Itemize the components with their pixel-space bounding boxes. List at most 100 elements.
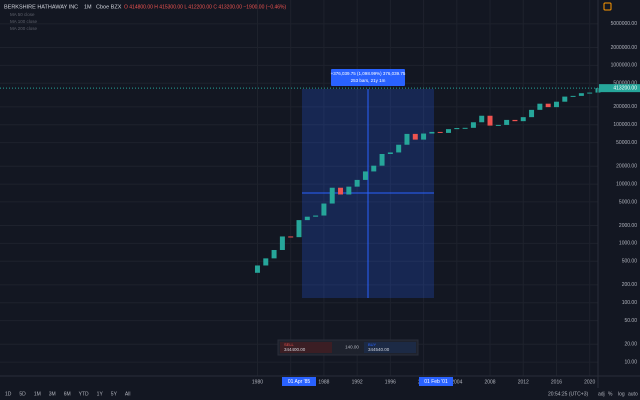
candle-body xyxy=(578,93,584,96)
candle-body xyxy=(362,171,368,180)
candle-body xyxy=(462,127,468,129)
y-tick-label: 200.00 xyxy=(622,282,638,288)
indicator: MA 50 close xyxy=(10,12,35,17)
x-tick-label: 1980 xyxy=(252,379,263,385)
candle-body xyxy=(404,133,410,145)
candle-body xyxy=(412,133,418,140)
interval: 1M xyxy=(84,4,92,10)
start-date-box xyxy=(282,377,316,386)
candle-body xyxy=(479,115,485,123)
candle-body xyxy=(371,165,377,172)
range-button[interactable]: 1M xyxy=(34,391,41,397)
candle-body xyxy=(254,265,260,273)
sell-button[interactable] xyxy=(280,342,332,353)
candle-body xyxy=(529,109,535,118)
y-tick-label: 50.00 xyxy=(624,318,637,324)
ohlc: O 414800.00 H 415300.00 L 412200.00 C 41… xyxy=(124,4,287,10)
candle-body xyxy=(304,216,310,221)
x-tick-label: 1996 xyxy=(385,379,396,385)
y-tick-label: 200000.00 xyxy=(613,104,637,110)
candle-body xyxy=(520,117,526,122)
candle-body xyxy=(288,236,294,238)
indicator: MA 200 close xyxy=(10,26,38,31)
y-tick-label: 1000000.00 xyxy=(611,63,638,69)
candle-body xyxy=(470,122,476,128)
x-tick-label: 1992 xyxy=(352,379,363,385)
last-price-box xyxy=(599,84,640,93)
toolbar: 1D 5D 1M 3M 6M YTD 1Y 5Y All adj% log auto xyxy=(5,391,638,397)
candle-body xyxy=(504,119,510,125)
range-button[interactable]: 3M xyxy=(49,391,56,397)
candle-body xyxy=(313,215,319,217)
candle-body xyxy=(321,203,327,216)
y-tick-label: 500000.00 xyxy=(613,81,637,87)
candle-body xyxy=(587,92,593,94)
y-tick-label: 100.00 xyxy=(622,300,638,306)
clock: 20:54:25 (UTC+3) xyxy=(548,391,588,397)
y-tick-label: 20.00 xyxy=(624,342,637,348)
candle-body xyxy=(279,236,285,250)
y-tick-label: 500.00 xyxy=(622,259,638,265)
candle-body xyxy=(537,103,543,110)
candle-body xyxy=(421,133,427,140)
candle-body xyxy=(495,124,501,126)
x-tick-label: 2020 xyxy=(584,379,595,385)
measure-line2: 253 bars, 21y 1m xyxy=(351,78,386,83)
end-date-box xyxy=(419,377,453,386)
range-button[interactable]: 5Y xyxy=(111,391,118,397)
buy-button[interactable] xyxy=(364,342,416,353)
option-button[interactable]: % xyxy=(608,391,613,397)
candle-body xyxy=(512,119,518,122)
range-button[interactable]: 1Y xyxy=(97,391,104,397)
y-tick-label: 20000.00 xyxy=(616,164,637,170)
candle-body xyxy=(570,95,576,97)
candle-body xyxy=(271,249,277,259)
x-tick-label: 2016 xyxy=(551,379,562,385)
last-price-label: 413200.00 xyxy=(613,85,637,91)
candle-body xyxy=(354,179,360,187)
candle-body xyxy=(446,129,451,133)
indicator: MA 100 close xyxy=(10,19,38,24)
x-tick-label: 2008 xyxy=(484,379,495,385)
range-button[interactable]: 5D xyxy=(19,391,26,397)
range-button[interactable]: All xyxy=(125,391,131,397)
candle-body xyxy=(437,131,443,133)
measure-label-box xyxy=(331,69,405,86)
candle-body xyxy=(487,115,493,126)
y-tick-label: 2000.00 xyxy=(619,223,637,229)
spread: 140.00 xyxy=(345,345,359,350)
measure-line1: +376,039.75 (1,098.99%) 376,039.75 xyxy=(331,71,406,76)
exchange: Cboe BZX xyxy=(96,4,122,10)
y-tick-label: 50000.00 xyxy=(616,140,637,146)
y-tick-label: 2000000.00 xyxy=(611,45,638,51)
buy-label: BUY xyxy=(368,342,377,347)
range-button[interactable]: 1D xyxy=(5,391,12,397)
y-tick-label: 5000000.00 xyxy=(611,21,638,27)
y-tick-label: 1000.00 xyxy=(619,241,637,247)
option-button[interactable]: log xyxy=(618,391,625,397)
candle-body xyxy=(379,154,385,166)
option-button[interactable]: auto xyxy=(628,391,638,397)
symbol: BERKSHIRE HATHAWAY INC xyxy=(4,4,78,10)
sell-label: SELL xyxy=(284,342,295,347)
candle-body xyxy=(296,220,302,238)
range-button[interactable]: 6M xyxy=(64,391,71,397)
candle-body xyxy=(263,258,269,266)
candle-body xyxy=(454,128,460,130)
start-date: 01 Apr '85 xyxy=(288,379,311,385)
option-button[interactable]: adj xyxy=(598,391,605,397)
candle-body xyxy=(396,144,402,153)
y-tick-label: 5000.00 xyxy=(619,199,637,205)
candle-body xyxy=(553,101,559,108)
y-tick-label: 10000.00 xyxy=(616,181,637,187)
candle-body xyxy=(338,187,344,195)
settings-icon[interactable] xyxy=(603,2,612,11)
range-button[interactable]: YTD xyxy=(79,391,89,397)
candle-body xyxy=(387,152,393,155)
x-tick-label: 2012 xyxy=(518,379,529,385)
y-tick-label: 10.00 xyxy=(624,359,637,365)
candle-body xyxy=(545,103,551,108)
